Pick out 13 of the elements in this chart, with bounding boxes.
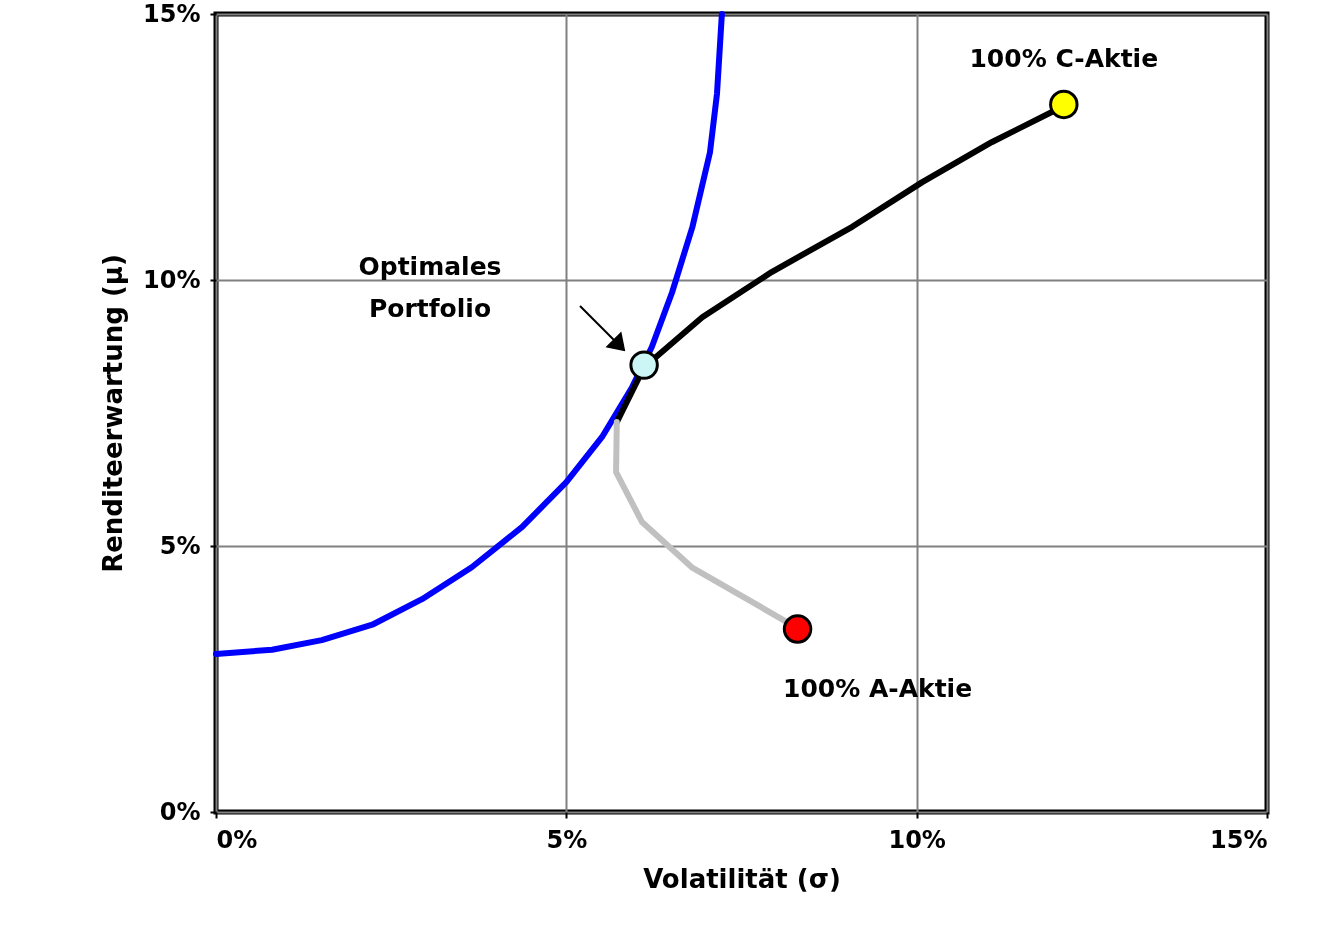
annotation: 100% C-Aktie [969,44,1159,74]
y-tick-label: 15% [143,0,201,28]
annotation: 100% A-Aktie [782,673,973,703]
y-tick-label: 0% [159,797,201,826]
annotation: Optimales Portfolio [358,252,502,323]
x-tick-label: 0% [216,825,258,854]
x-tick-label: 10% [888,825,946,854]
x-tick-label: 15% [1210,825,1268,854]
y-axis-title: Renditeerwartung (μ) [98,254,129,573]
x-axis-title: Volatilität (σ) [643,863,841,894]
y-tick-label: 5% [159,531,201,560]
x-tick-label: 5% [546,825,588,854]
y-tick-label: 10% [143,265,201,294]
